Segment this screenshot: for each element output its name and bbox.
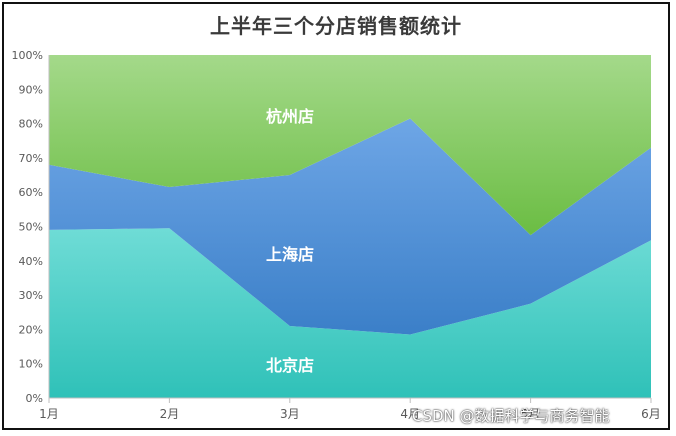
y-tick-label: 40% [19, 255, 43, 268]
area-series-0 [49, 228, 651, 398]
x-tick-label: 5月 [521, 407, 541, 421]
series-label: 上海店 [266, 245, 314, 264]
y-tick-label: 80% [19, 118, 43, 131]
chart-title: 上半年三个分店销售额统计 [210, 14, 462, 38]
y-tick-label: 30% [19, 289, 43, 302]
area-series-2 [49, 55, 651, 236]
x-tick-label: 2月 [160, 407, 180, 421]
x-tick-label: 4月 [400, 407, 420, 421]
y-tick-label: 50% [19, 221, 43, 234]
y-tick-label: 100% [12, 49, 43, 62]
x-tick-label: 6月 [641, 407, 661, 421]
series-label: 北京店 [266, 356, 314, 375]
series-label: 杭州店 [266, 107, 314, 126]
y-tick-label: 10% [19, 358, 43, 371]
y-tick-label: 0% [26, 392, 43, 405]
y-tick-label: 90% [19, 83, 43, 96]
x-tick-label: 3月 [280, 407, 300, 421]
watermark: CSDN @数据科学与商务智能 [412, 407, 610, 425]
y-tick-label: 20% [19, 323, 43, 336]
y-tick-label: 70% [19, 152, 43, 165]
y-tick-label: 60% [19, 186, 43, 199]
area-series-1 [49, 118, 651, 335]
x-tick-label: 1月 [39, 407, 59, 421]
